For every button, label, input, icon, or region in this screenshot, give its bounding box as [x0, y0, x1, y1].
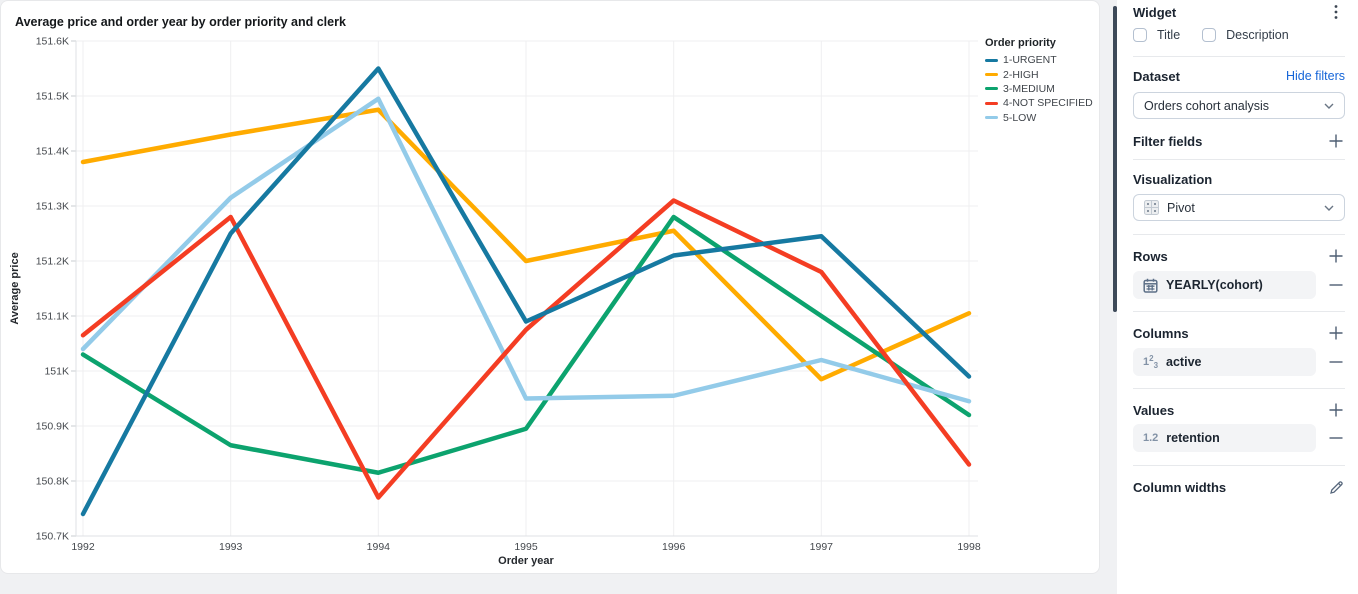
add-filter-field-button[interactable]: [1327, 132, 1345, 150]
svg-text:1993: 1993: [219, 541, 243, 553]
visualization-label: Visualization: [1133, 171, 1213, 187]
rows-field-label: YEARLY(cohort): [1166, 278, 1263, 292]
decimal-field-icon: 1.2: [1143, 432, 1159, 444]
divider: [1133, 234, 1345, 235]
svg-text:151.1K: 151.1K: [36, 311, 69, 323]
title-checkbox-label: Title: [1157, 27, 1181, 42]
legend-swatch: [985, 87, 998, 91]
divider: [1133, 465, 1345, 466]
calendar-icon: [1143, 278, 1158, 293]
widget-settings-panel: Widget Title Description Dataset Hide fi…: [1117, 0, 1358, 594]
panel-title: Widget: [1133, 4, 1177, 20]
rows-field-chip[interactable]: YEARLY(cohort): [1133, 271, 1316, 299]
legend-item[interactable]: 1-URGENT: [985, 53, 1097, 67]
divider: [1133, 56, 1345, 57]
chart-title: Average price and order year by order pr…: [15, 15, 346, 29]
columns-field-label: active: [1166, 355, 1202, 369]
chevron-down-icon: [1324, 103, 1334, 109]
columns-field-chip[interactable]: 123 active: [1133, 348, 1316, 376]
integer-field-icon: 123: [1143, 353, 1159, 370]
svg-text:1995: 1995: [514, 541, 538, 553]
legend-swatch: [985, 101, 998, 105]
panel-scrollbar-thumb[interactable]: [1113, 6, 1117, 312]
description-checkbox[interactable]: [1202, 27, 1217, 42]
dataset-select-value: Orders cohort analysis: [1144, 98, 1270, 113]
legend-label: 1-URGENT: [1003, 54, 1057, 67]
svg-text:150.9K: 150.9K: [36, 421, 69, 433]
add-value-button[interactable]: [1327, 401, 1345, 419]
legend-label: 5-LOW: [1003, 111, 1037, 124]
edit-pencil-icon[interactable]: [1327, 478, 1345, 496]
svg-text:151.3K: 151.3K: [36, 201, 69, 213]
svg-text:151.4K: 151.4K: [36, 146, 69, 158]
chart-card: 150.7K 150.8K 150.9K 151K 151.1K 151.2K 151.3K…: [0, 0, 1100, 574]
legend-swatch: [985, 73, 998, 77]
values-section-label: Values: [1133, 402, 1175, 418]
svg-text:1992: 1992: [71, 541, 95, 553]
values-field-label: retention: [1166, 431, 1220, 445]
legend-title: Order priority: [985, 37, 1056, 49]
legend-item[interactable]: 3-MEDIUM: [985, 82, 1097, 96]
pivot-icon: [1144, 200, 1159, 215]
remove-value-button[interactable]: [1327, 429, 1345, 447]
divider: [1133, 159, 1345, 160]
chart-legend: Order priority 1-URGENT 2-HIGH 3-MEDIUM 4-N…: [985, 37, 1097, 125]
svg-text:1996: 1996: [662, 541, 686, 553]
visualization-select-value: Pivot: [1167, 200, 1195, 215]
filter-fields-label: Filter fields: [1133, 133, 1203, 149]
add-row-button[interactable]: [1327, 247, 1345, 265]
dataset-select[interactable]: Orders cohort analysis: [1133, 92, 1345, 119]
legend-label: 4-NOT SPECIFIED: [1003, 97, 1093, 110]
hide-filters-link[interactable]: Hide filters: [1285, 69, 1345, 83]
divider: [1133, 388, 1345, 389]
line-chart: 150.7K 150.8K 150.9K 151K 151.1K 151.2K 151.3K…: [9, 36, 981, 568]
svg-text:1998: 1998: [957, 541, 981, 553]
svg-text:151.2K: 151.2K: [36, 256, 69, 268]
svg-text:151.6K: 151.6K: [36, 36, 69, 48]
kebab-menu-icon[interactable]: [1327, 3, 1345, 21]
remove-column-button[interactable]: [1327, 353, 1345, 371]
column-widths-label: Column widths: [1133, 479, 1227, 495]
divider: [1133, 311, 1345, 312]
rows-section-label: Rows: [1133, 248, 1168, 264]
chevron-down-icon: [1324, 205, 1334, 211]
values-field-chip[interactable]: 1.2 retention: [1133, 424, 1316, 452]
visualization-select[interactable]: Pivot: [1133, 194, 1345, 221]
description-checkbox-label: Description: [1226, 27, 1289, 42]
svg-text:151.5K: 151.5K: [36, 91, 69, 103]
svg-text:150.7K: 150.7K: [36, 531, 69, 543]
remove-row-button[interactable]: [1327, 276, 1345, 294]
svg-text:1997: 1997: [810, 541, 834, 553]
svg-text:Order year: Order year: [498, 555, 554, 567]
svg-text:1994: 1994: [367, 541, 391, 553]
svg-text:Average price: Average price: [9, 252, 21, 324]
legend-item[interactable]: 2-HIGH: [985, 67, 1097, 81]
legend-label: 2-HIGH: [1003, 68, 1039, 81]
add-column-button[interactable]: [1327, 324, 1345, 342]
legend-swatch: [985, 58, 998, 62]
legend-swatch: [985, 116, 998, 120]
svg-text:151K: 151K: [44, 366, 69, 378]
dataset-label: Dataset: [1133, 68, 1180, 84]
legend-item[interactable]: 4-NOT SPECIFIED: [985, 96, 1097, 110]
columns-section-label: Columns: [1133, 325, 1189, 341]
svg-text:150.8K: 150.8K: [36, 476, 69, 488]
legend-item[interactable]: 5-LOW: [985, 111, 1097, 125]
title-checkbox[interactable]: [1133, 27, 1147, 42]
legend-label: 3-MEDIUM: [1003, 82, 1055, 95]
